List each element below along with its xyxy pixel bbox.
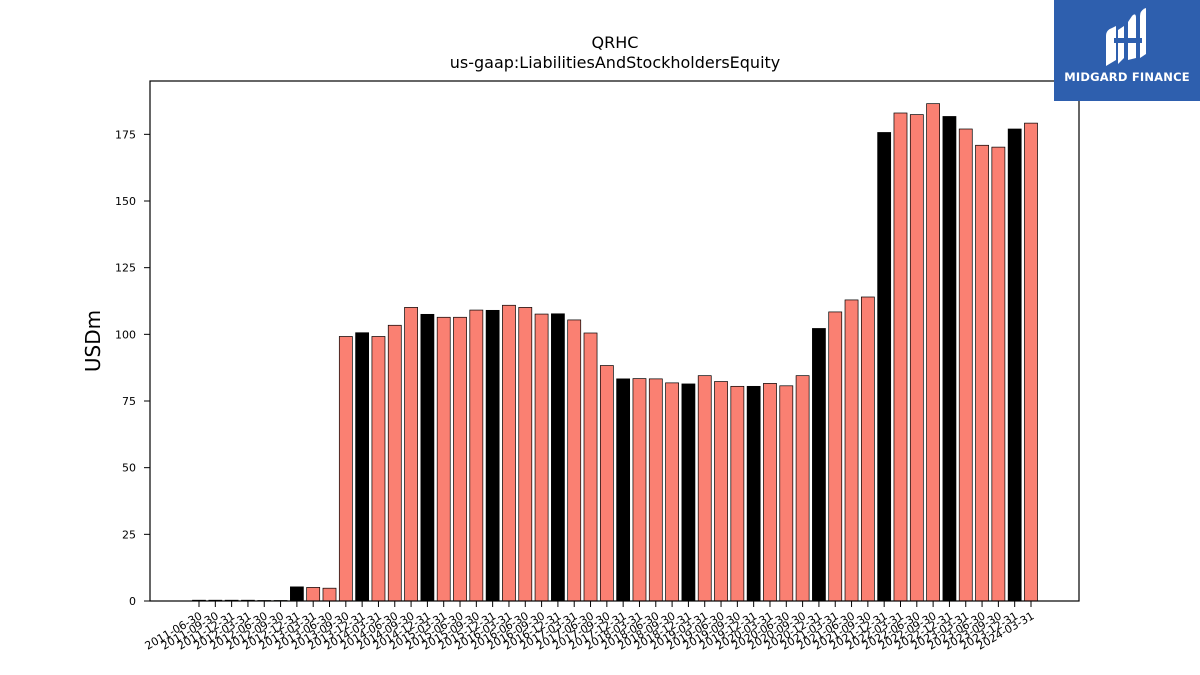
y-tick-label: 50 (122, 462, 136, 475)
bar-2017-09-30 (599, 365, 614, 602)
plot-frame (149, 80, 1080, 602)
bar-2013-12-31 (355, 332, 370, 602)
bars (192, 103, 1038, 602)
bar-2021-06-30 (844, 299, 859, 602)
bar-2013-03-31 (306, 587, 321, 602)
bar-2022-12-31 (942, 116, 957, 602)
bar-2014-03-31 (371, 336, 386, 602)
bar-2016-09-30 (534, 313, 549, 602)
bar-2014-12-31 (420, 313, 435, 602)
bar-2017-12-31 (616, 378, 631, 602)
bar-2016-03-31 (502, 304, 516, 602)
bar-2019-03-31 (697, 375, 712, 602)
bar-2021-03-31 (828, 311, 843, 602)
bar-2021-12-31 (877, 132, 892, 602)
logo-text: MIDGARD FINANCE (1064, 70, 1190, 84)
bar-2018-03-31 (632, 378, 647, 602)
bar-2022-09-30 (926, 103, 940, 602)
bar-2020-09-30 (795, 375, 810, 602)
bar-2013-09-30 (338, 336, 353, 602)
y-axis: 0 25 50 75 100 125 150 175 (115, 128, 150, 608)
bar-2024-03-31 (1024, 122, 1038, 602)
bar-2023-09-30 (991, 146, 1006, 602)
chart-subtitle: us-gaap:LiabilitiesAndStockholdersEquity (450, 53, 781, 72)
bar-2018-12-31 (681, 383, 696, 602)
x-axis: 2011-06-302011-09-302011-12-312012-03-31… (143, 601, 1037, 653)
y-tick-label: 25 (122, 528, 136, 541)
bar-2019-09-30 (730, 385, 745, 602)
chart-title: QRHC (592, 33, 639, 52)
bar-2017-06-30 (583, 332, 598, 602)
y-tick-label: 100 (115, 328, 136, 341)
y-tick-label: 125 (115, 262, 136, 275)
bar-2023-12-31 (1007, 128, 1022, 602)
bar-2016-06-30 (518, 307, 533, 602)
bar-2021-09-30 (860, 296, 875, 602)
bar-2022-06-30 (909, 114, 924, 602)
y-tick-label: 175 (115, 128, 136, 141)
bar-2020-06-30 (779, 385, 794, 602)
bar-2022-03-31 (893, 112, 908, 602)
bar-2018-06-30 (648, 378, 663, 602)
y-tick-label: 150 (115, 195, 136, 208)
bar-2018-09-30 (665, 382, 679, 602)
y-tick-label: 75 (122, 395, 136, 408)
bar-2015-09-30 (469, 309, 484, 602)
bar-2015-03-31 (436, 316, 451, 602)
bar-2019-06-30 (714, 381, 728, 602)
bar-2013-06-30 (322, 587, 337, 602)
bar-2023-06-30 (975, 144, 989, 602)
bar-2020-03-31 (763, 383, 777, 602)
midgard-finance-logo: MIDGARD FINANCE (1054, 0, 1200, 101)
midgard-finance-logo-icon (1106, 8, 1146, 66)
bar-2015-12-31 (485, 309, 500, 602)
bar-2016-12-31 (551, 313, 565, 602)
bar-2014-06-30 (387, 324, 402, 602)
bar-2014-09-30 (404, 307, 418, 602)
bar-2019-12-31 (746, 385, 761, 602)
bar-2020-12-31 (812, 328, 826, 602)
bar-2023-03-31 (958, 128, 973, 602)
y-axis-label: USDm (81, 310, 105, 372)
bar-2012-12-31 (290, 586, 304, 602)
bar-2015-06-30 (453, 316, 467, 602)
y-tick-label: 0 (129, 595, 136, 608)
bar-2017-03-31 (567, 319, 582, 602)
